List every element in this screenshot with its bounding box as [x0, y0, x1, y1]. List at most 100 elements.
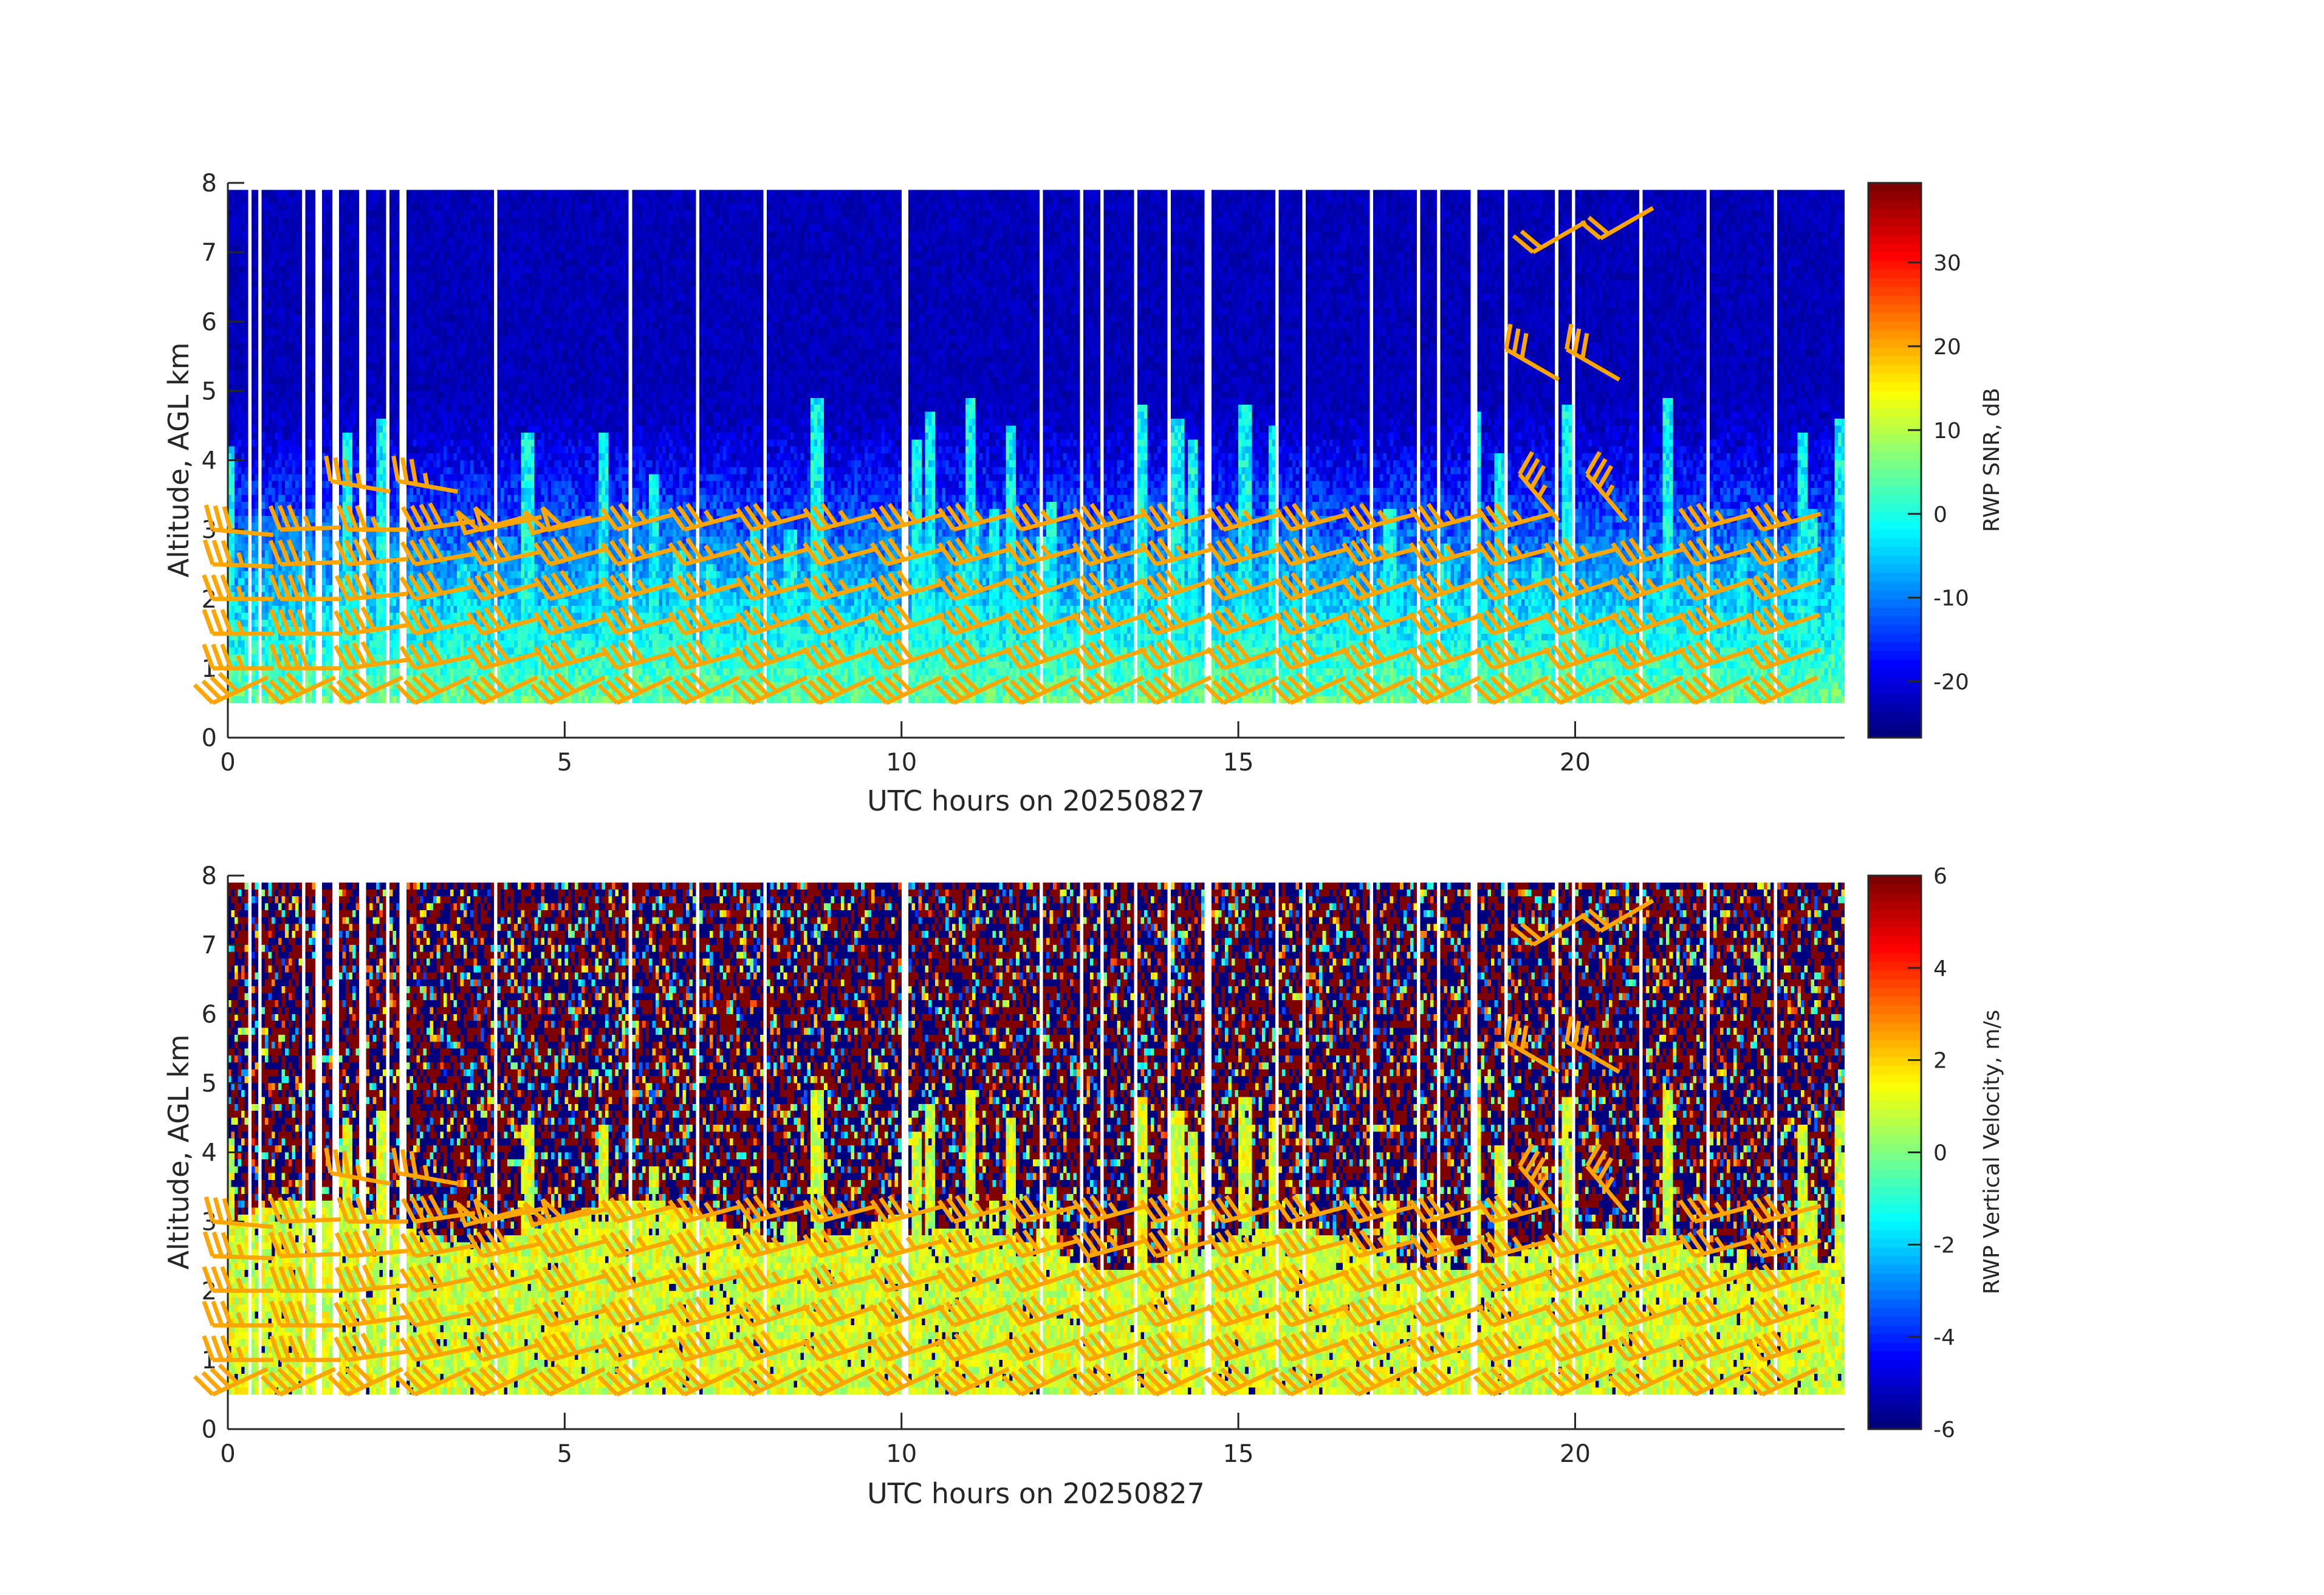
- wind-barb: [1512, 220, 1587, 255]
- x-tick-label: 20: [1560, 749, 1591, 777]
- wind-barb: [1744, 1295, 1821, 1328]
- wind-barb: [801, 1329, 878, 1362]
- colorbar-tick-label: -10: [1933, 586, 1969, 611]
- wind-barb: [202, 643, 273, 671]
- wind-barb: [1408, 537, 1485, 567]
- wind-barb: [269, 574, 341, 602]
- wind-barb: [1677, 1329, 1753, 1362]
- wind-barb: [1744, 638, 1821, 671]
- snr-axes: UTC hours on 20250827 Altitude, AGL km R…: [162, 170, 2004, 817]
- wind-barb: [1270, 1363, 1347, 1397]
- wind-barb: [1273, 1329, 1349, 1362]
- wind-barb: [204, 1196, 273, 1229]
- wind-barb: [268, 1231, 341, 1258]
- wind-barb: [1207, 537, 1283, 567]
- wind-barb: [600, 1296, 676, 1328]
- wind-barb: [1072, 503, 1148, 532]
- wind-barb: [523, 1202, 592, 1228]
- wind-barb: [1004, 503, 1080, 532]
- wind-barb: [1540, 1363, 1616, 1397]
- wind-barb: [1678, 1195, 1754, 1224]
- wind-barb: [1138, 603, 1215, 636]
- wind-barb: [1609, 1329, 1686, 1362]
- wind-barb: [1504, 323, 1560, 382]
- wind-barb: [600, 537, 676, 567]
- wind-barb: [1675, 671, 1751, 705]
- wind-barb: [1071, 1263, 1147, 1293]
- wind-barb: [734, 606, 811, 636]
- wind-barb: [1678, 1229, 1754, 1258]
- wind-barb: [869, 1261, 946, 1293]
- wind-barb: [1677, 638, 1753, 671]
- wind-barb: [465, 639, 541, 671]
- wind-barb: [1274, 503, 1350, 532]
- wind-barb: [1001, 1363, 1077, 1397]
- wind-barb: [1205, 606, 1282, 636]
- velocity-axes: UTC hours on 20250827 Altitude, AGL km R…: [162, 862, 2004, 1510]
- wind-barb: [1746, 1195, 1822, 1224]
- wind-barb: [1677, 572, 1753, 602]
- wind-barb: [1340, 1329, 1417, 1362]
- wind-barb: [1203, 671, 1280, 705]
- wind-barb: [1408, 503, 1485, 532]
- wind-barb: [334, 1229, 408, 1258]
- wind-barb: [337, 504, 408, 532]
- x-tick-label: 5: [557, 1440, 572, 1468]
- wind-barb: [1744, 572, 1821, 602]
- wind-barb: [1138, 1261, 1215, 1293]
- wind-barb: [1139, 503, 1215, 532]
- wind-barb: [1003, 1329, 1080, 1362]
- wind-barb: [1543, 1229, 1619, 1258]
- wind-barb: [1205, 1329, 1282, 1362]
- wind-barb: [936, 572, 1012, 602]
- wind-barb: [1136, 1363, 1212, 1397]
- wind-barb: [869, 503, 946, 532]
- wind-barb: [1004, 1195, 1080, 1224]
- x-tick-label: 15: [1223, 1440, 1254, 1468]
- wind-barb: [1273, 572, 1349, 602]
- wind-barb: [202, 1300, 273, 1328]
- wind-barb: [1138, 569, 1215, 602]
- wind-barb: [802, 1195, 879, 1224]
- x-tick-label: 0: [220, 749, 235, 777]
- colorbar-tick-label: 6: [1933, 864, 1947, 889]
- wind-barb: [1205, 638, 1282, 671]
- wind-barb: [533, 569, 609, 602]
- snr-colorbar: [1868, 183, 1921, 738]
- colorbar-tick-label: -6: [1933, 1418, 1955, 1442]
- wind-barb: [668, 1296, 744, 1328]
- wind-barb: [732, 1363, 808, 1397]
- wind-barb: [1540, 671, 1616, 705]
- wind-barb: [1071, 638, 1147, 671]
- wind-barb: [1004, 1229, 1080, 1258]
- wind-barb: [333, 606, 408, 636]
- wind-barb: [936, 1263, 1012, 1293]
- wind-barb: [1609, 1298, 1686, 1328]
- y-tick-label: 4: [202, 1139, 217, 1167]
- y-tick-label: 0: [202, 1416, 217, 1444]
- wind-barb: [1341, 1229, 1417, 1258]
- wind-barb: [1071, 1295, 1147, 1328]
- wind-barb: [1003, 569, 1080, 602]
- wind-barb: [934, 1363, 1010, 1397]
- wind-barb: [1003, 638, 1080, 671]
- wind-barbs: [193, 206, 1822, 705]
- y-tick-label: 7: [202, 239, 217, 267]
- wind-barb: [533, 1331, 609, 1362]
- wind-barb: [1273, 606, 1349, 636]
- wind-barb: [1565, 323, 1620, 382]
- wind-barb: [268, 504, 341, 532]
- wind-barb: [1744, 603, 1821, 636]
- wind-barb: [869, 603, 945, 636]
- wind-barb: [734, 638, 811, 671]
- wind-barb: [1207, 1195, 1283, 1224]
- wind-barb: [799, 671, 875, 705]
- colorbar-frame: [1867, 182, 1922, 739]
- wind-barb: [1340, 603, 1417, 636]
- wind-barb: [1139, 537, 1215, 567]
- wind-barb: [400, 536, 475, 567]
- wind-barb: [1205, 1263, 1282, 1293]
- colorbar-tick-label: 2: [1933, 1049, 1947, 1074]
- wind-barb: [1585, 451, 1628, 523]
